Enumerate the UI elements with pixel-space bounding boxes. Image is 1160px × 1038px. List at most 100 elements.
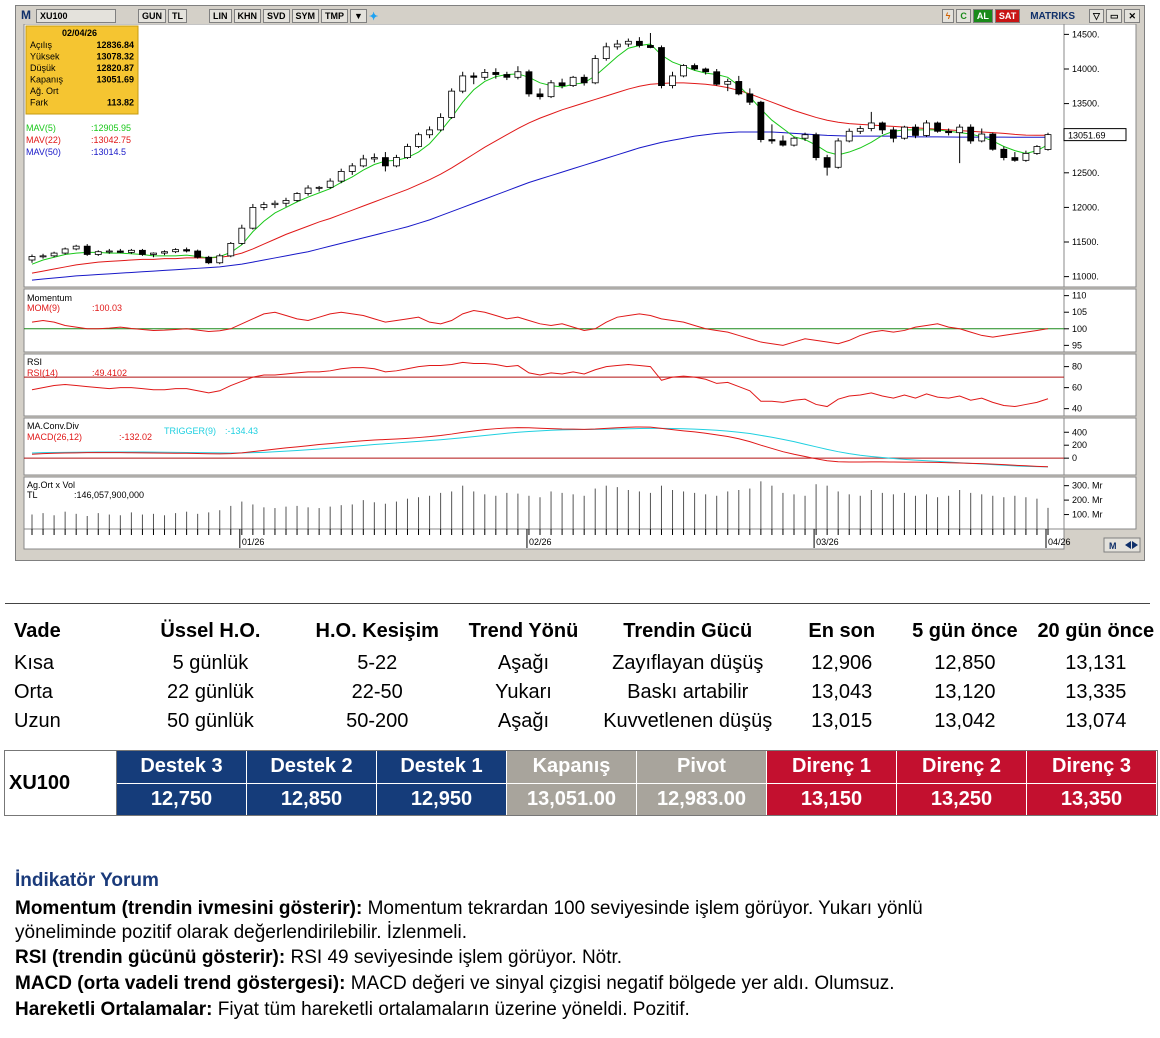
restore-icon[interactable]: ▭ bbox=[1105, 9, 1123, 23]
candle-body bbox=[658, 47, 665, 86]
price-pane-axis bbox=[1063, 24, 1137, 288]
macd-label: MACD (orta vadeli trend göstergesi): bbox=[15, 973, 346, 994]
volume-name: TL bbox=[27, 490, 38, 500]
table-row: Orta 22 günlük 22-50 Yukarı Baskı artabilir 1… bbox=[0, 678, 1160, 707]
level-value: 13,051.00 bbox=[507, 783, 636, 815]
buy-button[interactable]: AL bbox=[972, 9, 993, 23]
candle-body bbox=[39, 255, 47, 258]
level-0: Destek 3 12,750 bbox=[117, 751, 247, 815]
minimize-icon[interactable]: ▽ bbox=[1089, 9, 1104, 23]
candle-body bbox=[591, 58, 599, 84]
info-label: Yüksek bbox=[30, 52, 60, 62]
volume-pane-axis bbox=[1063, 476, 1137, 530]
candle-body bbox=[1022, 153, 1030, 161]
info-value: 13078.32 bbox=[96, 52, 134, 62]
macd-pane bbox=[23, 417, 1065, 476]
table-cell: 13,042 bbox=[934, 710, 996, 732]
level-label: Kapanış bbox=[507, 751, 636, 784]
candle-body bbox=[834, 140, 842, 168]
volume-tick-label: 300. Mr bbox=[1072, 481, 1103, 491]
candle-body bbox=[1011, 157, 1019, 161]
price-chart[interactable]: 14500.14000.13500.13000.12500.12000.1150… bbox=[16, 24, 1144, 560]
toolbar-btn-sym[interactable]: SYM bbox=[291, 9, 320, 23]
price-tick-label: 14500. bbox=[1072, 29, 1100, 39]
commentary-macd: MACD (orta vadeli trend göstergesi): MAC… bbox=[15, 972, 895, 996]
table-row: Kısa 5 günlük 5-22 Aşağı Zayıflayan düşüş 12,… bbox=[0, 649, 1160, 678]
candle-body bbox=[161, 251, 168, 254]
mav50-legend-value: :13014.5 bbox=[91, 147, 126, 157]
trigger-value: :-134.43 bbox=[225, 426, 258, 436]
commentary-ma: Hareketli Ortalamalar: Fiyat tüm hareket… bbox=[15, 998, 690, 1022]
commentary-momentum: Momentum (trendin ivmesini gösterir): Mo… bbox=[15, 897, 923, 921]
volume-value: :146,057,900,000 bbox=[74, 490, 144, 500]
candle-body bbox=[404, 146, 411, 158]
info-date: 02/04/26 bbox=[62, 28, 97, 38]
ma-text: Fiyat tüm hareketli ortalamaların üzerin… bbox=[212, 999, 690, 1020]
symbol-field[interactable]: XU100 bbox=[36, 9, 116, 23]
volume-tick-label: 100. Mr bbox=[1072, 510, 1103, 520]
candle-body bbox=[172, 249, 179, 253]
table-cell: 22-50 bbox=[351, 681, 403, 703]
toolbar-btn-svd[interactable]: SVD bbox=[263, 9, 290, 23]
info-value: 13051.69 bbox=[96, 75, 134, 85]
candle-body bbox=[83, 245, 91, 255]
momentum-name: MOM(9) bbox=[27, 303, 60, 313]
candle-body bbox=[503, 74, 511, 78]
sell-button[interactable]: SAT bbox=[994, 9, 1021, 23]
macd-pane-axis bbox=[1063, 417, 1137, 476]
mav50-line bbox=[31, 131, 1049, 281]
table-cell: Yukarı bbox=[495, 681, 552, 703]
candle-body bbox=[624, 40, 632, 45]
candle-body bbox=[945, 130, 953, 134]
candle-body bbox=[28, 256, 36, 261]
toolbar-btn-lin[interactable]: LIN bbox=[209, 9, 232, 23]
momentum-value: :100.03 bbox=[92, 303, 122, 313]
candle-body bbox=[923, 122, 930, 136]
candle-body bbox=[415, 134, 422, 147]
candle-body bbox=[271, 202, 279, 206]
toolbar-btn-gun[interactable]: GUN bbox=[138, 9, 166, 23]
rsi-pane bbox=[23, 353, 1065, 417]
toolbar-btn-tmp[interactable]: TMP bbox=[321, 9, 349, 23]
trigger-name: TRIGGER(9) bbox=[164, 426, 216, 436]
volume-pane bbox=[23, 476, 1065, 530]
header-en-son: En son bbox=[808, 620, 876, 642]
candle-body bbox=[105, 250, 113, 253]
candle-body bbox=[50, 252, 58, 257]
table-cell: Uzun bbox=[14, 710, 61, 732]
candle-body bbox=[282, 200, 290, 204]
candle-body bbox=[116, 250, 124, 253]
toolbar-btn-khn[interactable]: KHN bbox=[233, 9, 261, 23]
toolbar-btn-c[interactable]: C bbox=[956, 9, 971, 23]
table-cell: 5 günlük bbox=[172, 652, 249, 674]
level-value: 12,850 bbox=[247, 783, 376, 815]
dropdown-arrow-icon[interactable]: ▼ bbox=[350, 9, 367, 23]
level-label: Pivot bbox=[637, 751, 766, 784]
rsi-tick-label: 40 bbox=[1072, 404, 1082, 414]
trigger-line bbox=[31, 427, 1049, 468]
macd-line bbox=[31, 426, 1049, 468]
level-label: Destek 3 bbox=[117, 751, 246, 784]
candle-body bbox=[348, 165, 356, 172]
candle-body bbox=[381, 157, 389, 167]
momentum-text: Momentum tekrardan 100 seviyesinde işlem… bbox=[362, 898, 923, 919]
toolbar-btn-tl[interactable]: TL bbox=[168, 9, 187, 23]
close-icon[interactable]: ✕ bbox=[1124, 9, 1140, 23]
level-7: Direnç 3 13,350 bbox=[1027, 751, 1157, 815]
candle-body bbox=[812, 134, 820, 158]
macd-value: :-132.02 bbox=[119, 432, 152, 442]
info-value: 12836.84 bbox=[96, 40, 134, 50]
macd-tick-label: 200 bbox=[1072, 440, 1087, 450]
macd-tick-label: 400 bbox=[1072, 427, 1087, 437]
info-label: Ağ. Ort bbox=[30, 86, 59, 96]
candle-body bbox=[293, 193, 301, 201]
moving-average-table: Vade Üssel H.O. H.O. Kesişim Trend Yönü … bbox=[0, 618, 1160, 736]
volume-title: Ag.Ort x Vol bbox=[27, 480, 75, 490]
table-cell: 13,335 bbox=[1065, 681, 1127, 703]
level-2: Destek 1 12,950 bbox=[377, 751, 507, 815]
twitter-icon[interactable]: ✦ bbox=[368, 10, 379, 23]
price-tick-label: 11000. bbox=[1072, 272, 1099, 282]
candle-body bbox=[602, 46, 610, 60]
candle-body bbox=[790, 137, 798, 146]
lightning-icon[interactable]: ϟ bbox=[941, 9, 955, 23]
